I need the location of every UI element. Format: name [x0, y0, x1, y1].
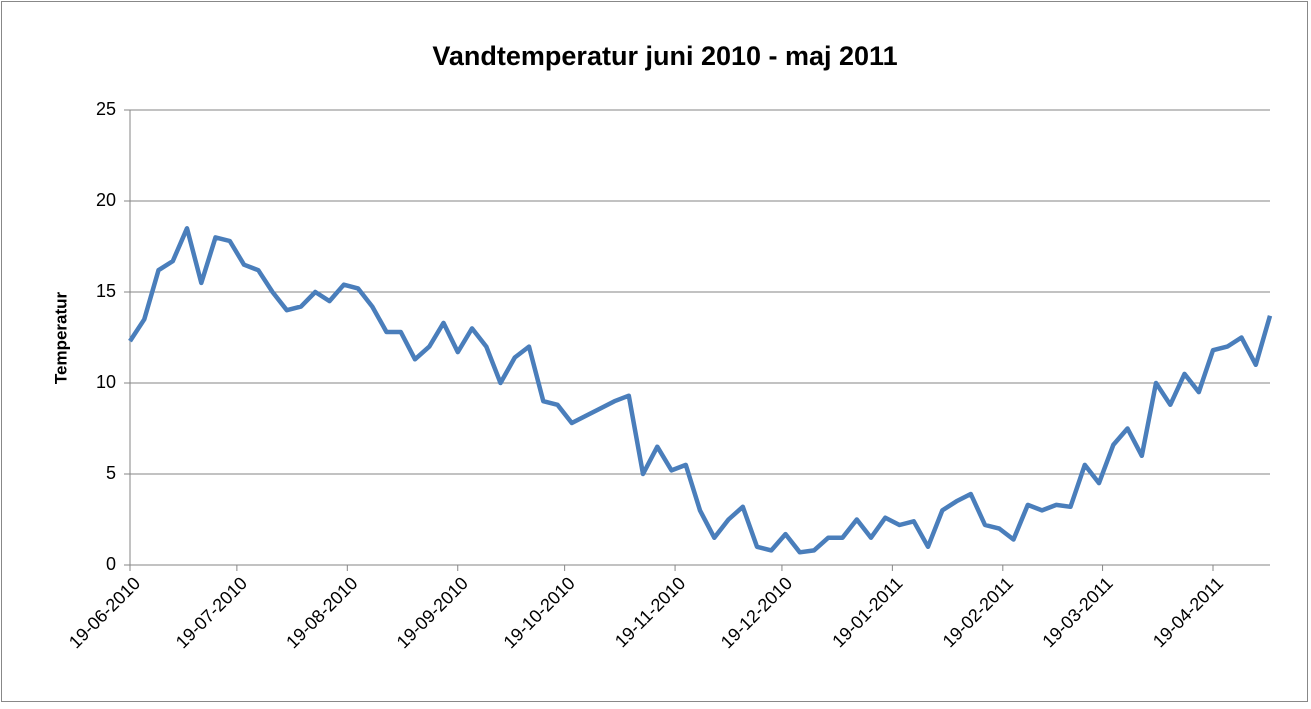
y-tick-label: 25 — [96, 99, 116, 119]
y-tick-label: 10 — [96, 372, 116, 392]
y-tick-label: 15 — [96, 281, 116, 301]
y-axis-label: Temperatur — [51, 291, 70, 384]
y-tick-label: 20 — [96, 190, 116, 210]
chart-title: Vandtemperatur juni 2010 - maj 2011 — [432, 41, 897, 71]
data-line — [128, 226, 1273, 555]
y-tick-label: 5 — [106, 463, 116, 483]
y-tick-label: 0 — [106, 554, 116, 574]
